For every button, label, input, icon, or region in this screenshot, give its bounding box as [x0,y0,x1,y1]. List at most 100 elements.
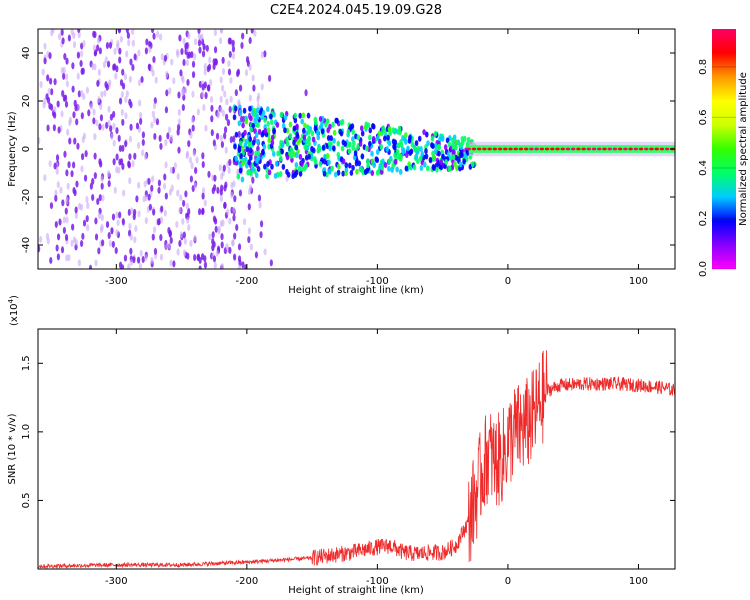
spectrogram-cell [182,199,186,207]
spectrogram-cell [368,127,373,134]
spectrogram-cell [82,219,87,227]
spectrogram-cell [43,42,47,50]
spectrogram-cell [332,129,337,136]
spectrogram-cell [341,158,346,165]
spectrogram-cell [108,239,112,247]
spectrogram-cell [288,121,293,128]
spectrogram-cell [183,237,187,245]
spectrogram-cell [177,108,181,116]
spectrogram-cell [228,37,232,45]
spectrogram-cell [77,202,82,210]
spectrogram-cell [204,124,208,132]
spectrogram-cell [216,186,220,194]
spectrogram-cell [54,194,58,202]
snr-y-ticks: 0.5 1.0 1.5 [21,355,675,508]
spectrogram-cell [194,166,198,174]
spectrogram-cell [334,117,338,124]
spectrogram-cell [191,60,196,68]
spectrogram-cell [270,139,275,146]
spectrogram-cell [293,112,298,119]
spectrogram-cell [248,105,252,112]
spectrogram-cell [240,41,244,49]
spectrogram-cell [111,240,115,248]
spectrogram-cell [628,147,633,151]
spectrogram-cell [91,177,95,185]
spectrogram-cell [214,58,218,66]
spectrogram-cell [131,63,135,71]
spectrogram-cell [72,161,76,169]
spectrogram-cell [97,247,101,255]
spectrogram-cell [129,123,133,131]
spectrogram-cell [430,135,435,142]
spectrogram-cell [425,165,430,172]
spectrogram-cell [454,144,458,151]
spectrogram-cell [65,169,69,177]
spectrogram-cell [453,160,457,167]
spectrogram-cell [45,232,50,240]
spectrogram-cell [131,39,135,47]
spectrogram-cell [295,131,299,138]
spectrogram-cell [283,127,287,134]
spectrogram-cell [278,170,283,177]
spectrogram-cell [141,149,145,157]
spectrogram-cell [402,148,406,155]
spectrogram-cell [238,189,243,197]
spectrogram-cell [127,263,131,269]
spectrogram-cell [110,227,114,235]
spectrogram-cell [223,201,227,209]
spectrogram-cell [176,248,180,256]
spectrogram-cell [336,169,341,176]
spectrogram-cell [48,160,52,168]
spectrogram-cell [313,158,318,165]
spectrogram-cell [81,232,85,240]
spectrogram-cell [638,147,644,151]
spectrogram-cell [294,144,299,151]
spectrogram-cell [170,58,174,66]
spectrogram-cell [158,134,162,142]
spectrogram-cell [332,145,336,152]
spectrogram-cell [141,255,145,263]
spectrogram-cell [233,195,237,203]
spectrogram-cell [59,186,63,194]
spectrogram-cell [120,158,124,166]
spectrogram-cell [298,153,303,160]
spectrogram-cell [218,37,223,45]
spectrogram-cell [152,208,156,216]
spectrogram-cell [399,141,404,148]
spectrogram-cell [114,247,118,255]
spectrogram-cell [240,176,245,183]
spectrogram-cell [659,147,665,151]
spectrogram-cell [221,67,226,75]
spectrogram-cell [234,105,238,112]
spectrogram-x-ticks: -300 -200 -100 0 100 [105,29,648,287]
spectrogram-cell [224,113,229,121]
spectrogram-cell [285,140,290,147]
spectrogram-cell [62,72,66,80]
spectrogram-cell [56,253,60,261]
spectrogram-cell [242,107,247,114]
spectrogram-cell [368,134,372,141]
spectrogram-cell [117,29,121,33]
spectrogram-cell [185,59,190,67]
spectrogram-cell [441,153,445,160]
spectrogram-cell [193,253,197,261]
spectrogram-cell [190,162,194,170]
spectrogram-cell [364,145,369,152]
spectrogram-cell [85,215,89,223]
spectrogram-cell [55,168,59,176]
spectrogram-cell [210,205,215,213]
spectrogram-cell [371,135,376,142]
spectrogram-cell [280,142,285,149]
spectrogram-cell [602,147,607,151]
spectrogram-cell [294,169,299,176]
spectrogram-cell [38,245,41,253]
spectrogram-cell [387,125,392,132]
spectrogram-cell [419,146,423,153]
spectrogram-cell [140,76,144,84]
spectrogram-cell [380,130,384,137]
spectrogram-cell [237,255,242,263]
spectrogram-cell [164,106,169,114]
spectrogram-cell [248,37,252,45]
spectrogram-cell [355,168,359,175]
spectrogram-cell [156,30,160,38]
